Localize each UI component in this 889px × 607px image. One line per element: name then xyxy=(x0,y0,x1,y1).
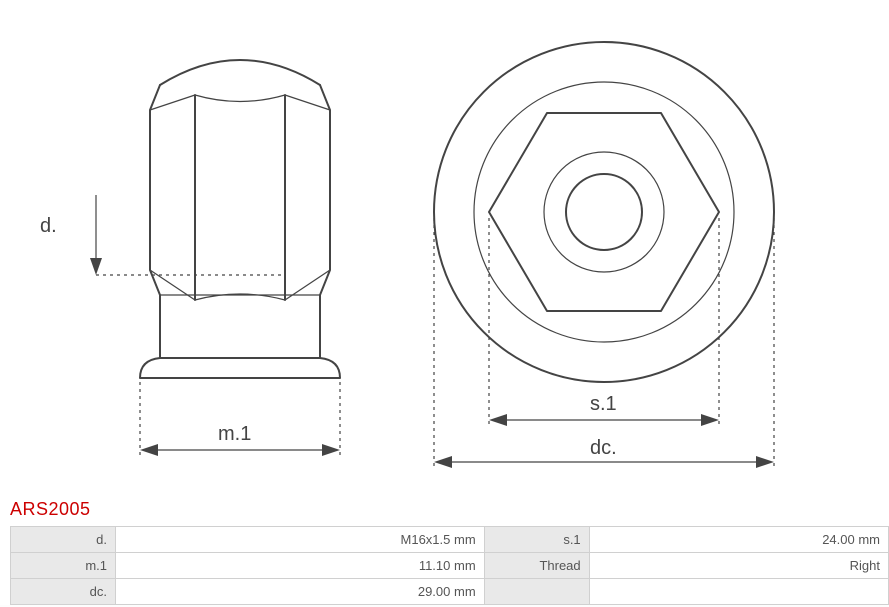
side-flange xyxy=(140,358,340,378)
spec-label: d. xyxy=(11,527,116,553)
label-m1: m.1 xyxy=(218,423,251,445)
spec-label: m.1 xyxy=(11,553,116,579)
top-outer-circle xyxy=(434,42,774,382)
technical-drawing: d. m.1 s.1 xyxy=(0,0,889,495)
side-cap xyxy=(160,60,320,85)
top-bore xyxy=(566,174,642,250)
spec-value: Right xyxy=(589,553,888,579)
label-dc: dc. xyxy=(590,437,617,459)
part-code: ARS2005 xyxy=(0,495,889,526)
spec-label xyxy=(484,579,589,605)
spec-label: dc. xyxy=(11,579,116,605)
side-right xyxy=(320,85,330,358)
spec-table: d. M16x1.5 mm s.1 24.00 mm m.1 11.10 mm … xyxy=(10,526,889,605)
spec-value: 24.00 mm xyxy=(589,527,888,553)
spec-value xyxy=(589,579,888,605)
top-ring xyxy=(474,82,734,342)
spec-value: M16x1.5 mm xyxy=(116,527,485,553)
table-row: m.1 11.10 mm Thread Right xyxy=(11,553,889,579)
spec-label: s.1 xyxy=(484,527,589,553)
label-s1: s.1 xyxy=(590,393,617,415)
top-hexagon xyxy=(489,113,719,311)
label-d: d. xyxy=(40,215,57,237)
spec-value: 29.00 mm xyxy=(116,579,485,605)
side-left xyxy=(150,85,160,358)
drawing-svg: d. m.1 s.1 xyxy=(0,0,889,495)
table-row: d. M16x1.5 mm s.1 24.00 mm xyxy=(11,527,889,553)
spec-value: 11.10 mm xyxy=(116,553,485,579)
top-hex-inner xyxy=(544,152,664,272)
dim-d-arrow-head xyxy=(90,258,102,275)
table-row: dc. 29.00 mm xyxy=(11,579,889,605)
spec-label: Thread xyxy=(484,553,589,579)
